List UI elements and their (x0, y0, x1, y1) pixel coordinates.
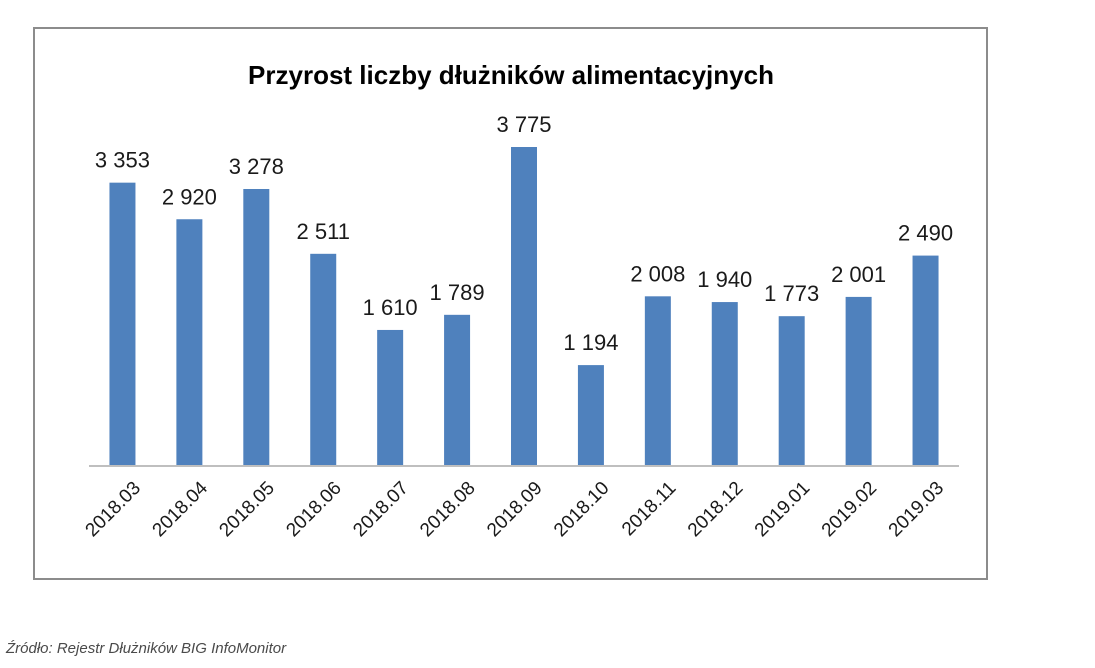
value-label-2019.03: 2 490 (898, 221, 953, 246)
x-tick-label-2018.03: 2018.03 (82, 478, 145, 541)
value-label-2018.06: 2 511 (297, 219, 350, 244)
chart-frame: Przyrost liczby dłużników alimentacyjnyc… (33, 27, 988, 580)
bar-chart: Przyrost liczby dłużników alimentacyjnyc… (82, 60, 959, 541)
x-tick-label-2018.04: 2018.04 (149, 477, 213, 541)
bar-2018.09 (511, 147, 537, 466)
value-label-2019.01: 1 773 (764, 281, 819, 306)
value-label-2018.12: 1 940 (697, 267, 752, 292)
value-label-2018.08: 1 789 (430, 280, 485, 305)
value-label-2018.03: 3 353 (95, 148, 150, 173)
bar-2018.10 (577, 365, 604, 466)
x-tick-label-2018.09: 2018.09 (483, 478, 546, 541)
source-note: Źródło: Rejestr Dłużników BIG InfoMonito… (6, 640, 287, 657)
bar-2018.08 (444, 314, 471, 466)
bar-2018.07 (377, 329, 404, 466)
bar-2018.05 (243, 188, 270, 466)
value-label-2018.10: 1 194 (563, 330, 618, 355)
x-tick-label-2018.07: 2018.07 (349, 478, 412, 541)
value-label-2018.05: 3 278 (229, 154, 284, 179)
chart-title: Przyrost liczby dłużników alimentacyjnyc… (248, 60, 774, 90)
bars-layer (109, 147, 939, 466)
bar-2018.06 (310, 253, 337, 466)
bar-2018.04 (176, 219, 203, 466)
bar-2019.03 (912, 255, 939, 466)
value-label-2019.02: 2 001 (831, 262, 886, 287)
x-tick-label-2018.10: 2018.10 (550, 478, 613, 541)
value-label-2018.04: 2 920 (162, 184, 217, 209)
x-tick-label-2018.06: 2018.06 (282, 478, 345, 541)
bar-2019.01 (778, 316, 805, 466)
value-labels-layer: 3 353 2 920 3 278 2 511 1 610 1 789 3 775 1 194… (95, 112, 953, 355)
x-tick-label-2019.01: 2019.01 (751, 478, 814, 541)
bar-2019.02 (845, 296, 872, 466)
value-label-2018.09: 3 775 (496, 112, 551, 137)
tick-labels-layer: 2018.03 2018.04 2018.05 2018.06 2018.07 2018.… (82, 477, 948, 541)
x-tick-label-2018.08: 2018.08 (416, 478, 479, 541)
x-tick-label-2018.05: 2018.05 (215, 478, 278, 541)
value-label-2018.07: 1 610 (363, 295, 418, 320)
bar-2018.12 (711, 302, 738, 466)
x-tick-label-2019.03: 2019.03 (885, 478, 948, 541)
x-tick-label-2018.11: 2018.11 (618, 478, 680, 540)
x-tick-label-2018.12: 2018.12 (684, 478, 747, 541)
bar-2018.11 (644, 296, 671, 466)
x-tick-label-2019.02: 2019.02 (818, 478, 881, 541)
value-label-2018.11: 2 008 (630, 261, 685, 286)
bar-2018.03 (109, 182, 136, 466)
